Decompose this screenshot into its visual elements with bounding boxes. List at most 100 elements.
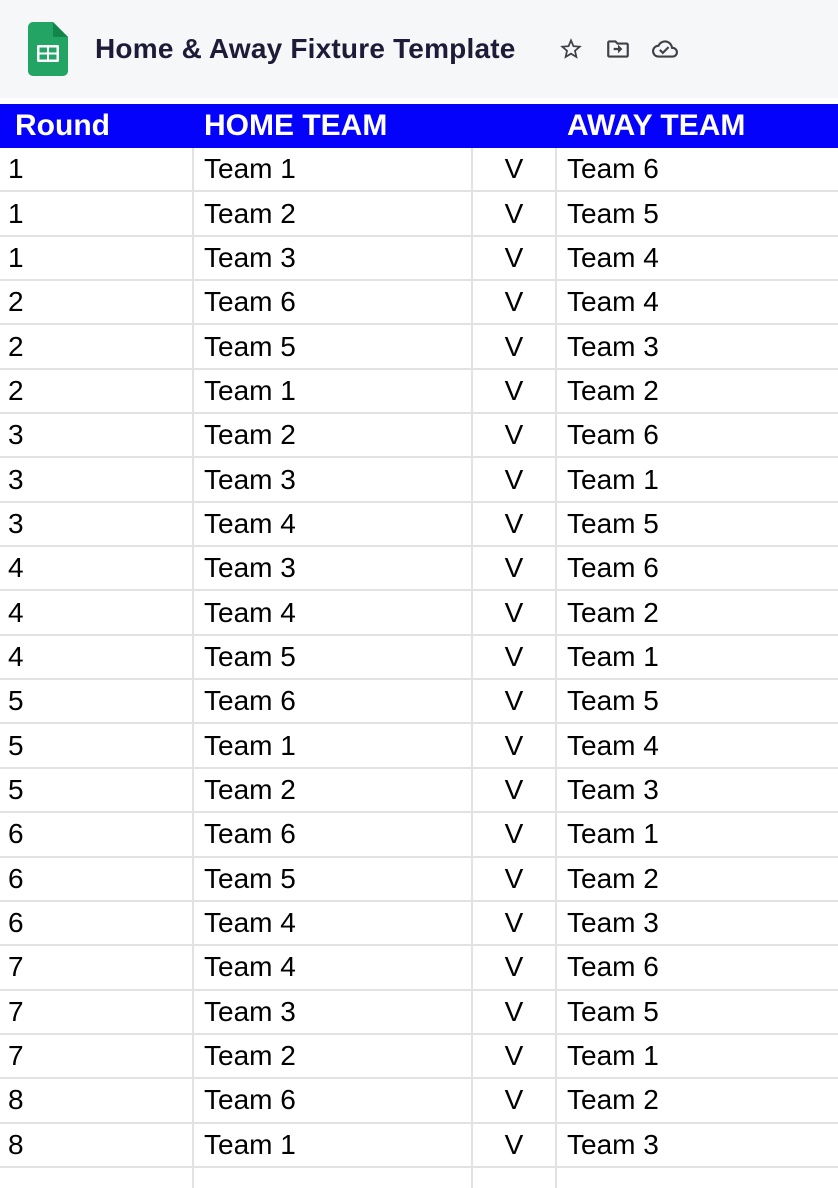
home-team-cell[interactable]: Team 2 bbox=[194, 414, 473, 457]
away-team-cell[interactable]: Team 6 bbox=[567, 951, 659, 983]
home-team-cell[interactable]: Team 5 bbox=[194, 325, 473, 368]
header-away-team[interactable]: AWAY TEAM bbox=[567, 109, 746, 142]
star-button[interactable] bbox=[558, 36, 584, 62]
versus-cell[interactable]: V bbox=[473, 1123, 557, 1166]
round-cell[interactable]: 1 bbox=[0, 236, 194, 280]
round-cell[interactable]: 2 bbox=[0, 281, 194, 324]
home-team-cell[interactable]: Team 1 bbox=[194, 369, 473, 413]
away-team-cell[interactable]: Team 1 bbox=[567, 463, 659, 495]
versus-cell[interactable]: V bbox=[473, 724, 557, 767]
round-cell[interactable]: 6 bbox=[0, 813, 194, 856]
home-team-cell[interactable]: Team 4 bbox=[194, 591, 473, 634]
round-cell[interactable] bbox=[0, 1167, 194, 1188]
versus-cell[interactable]: V bbox=[473, 1034, 557, 1078]
round-cell[interactable]: 4 bbox=[0, 547, 194, 590]
home-team-cell[interactable]: Team 4 bbox=[194, 502, 473, 546]
versus-cell[interactable]: V bbox=[473, 946, 557, 989]
home-team-cell[interactable]: Team 4 bbox=[194, 946, 473, 989]
away-team-cell[interactable]: Team 3 bbox=[567, 907, 659, 939]
round-cell[interactable]: 4 bbox=[0, 635, 194, 679]
versus-cell[interactable]: V bbox=[473, 901, 557, 945]
away-team-cell[interactable]: Team 4 bbox=[567, 286, 659, 318]
home-team-cell[interactable]: Team 3 bbox=[194, 547, 473, 590]
away-team-cell[interactable]: Team 1 bbox=[567, 640, 659, 672]
away-team-cell[interactable]: Team 6 bbox=[567, 153, 659, 185]
round-cell[interactable]: 2 bbox=[0, 369, 194, 413]
versus-cell[interactable]: V bbox=[473, 547, 557, 590]
versus-cell[interactable]: V bbox=[473, 635, 557, 679]
versus-cell[interactable]: V bbox=[473, 236, 557, 280]
cloud-status-button[interactable] bbox=[651, 36, 678, 62]
home-team-cell[interactable]: Team 6 bbox=[194, 281, 473, 324]
versus-cell[interactable]: V bbox=[473, 680, 557, 723]
round-cell[interactable]: 5 bbox=[0, 680, 194, 723]
versus-cell[interactable]: V bbox=[473, 1079, 557, 1122]
away-team-cell[interactable]: Team 6 bbox=[567, 419, 659, 451]
away-team-cell[interactable]: Team 5 bbox=[567, 685, 659, 717]
home-team-cell[interactable] bbox=[194, 1167, 473, 1188]
round-cell[interactable]: 7 bbox=[0, 1034, 194, 1078]
versus-cell[interactable]: V bbox=[473, 369, 557, 413]
round-cell[interactable]: 5 bbox=[0, 768, 194, 812]
document-title[interactable]: Home & Away Fixture Template bbox=[95, 33, 516, 64]
round-cell[interactable]: 7 bbox=[0, 946, 194, 989]
home-team-cell[interactable]: Team 3 bbox=[194, 990, 473, 1033]
round-cell[interactable]: 6 bbox=[0, 857, 194, 900]
home-team-cell[interactable]: Team 5 bbox=[194, 857, 473, 900]
round-cell[interactable]: 2 bbox=[0, 325, 194, 368]
header-home-team[interactable]: HOME TEAM bbox=[204, 109, 388, 142]
versus-cell[interactable]: V bbox=[473, 591, 557, 634]
away-team-cell[interactable]: Team 2 bbox=[567, 1084, 659, 1116]
home-team-cell[interactable]: Team 6 bbox=[194, 813, 473, 856]
versus-cell[interactable]: V bbox=[473, 502, 557, 546]
round-cell[interactable]: 3 bbox=[0, 414, 194, 457]
round-cell[interactable]: 5 bbox=[0, 724, 194, 767]
round-cell[interactable]: 4 bbox=[0, 591, 194, 634]
move-folder-button[interactable] bbox=[605, 36, 631, 62]
versus-cell[interactable]: V bbox=[473, 414, 557, 457]
away-team-cell[interactable]: Team 3 bbox=[567, 330, 659, 362]
round-cell[interactable]: 1 bbox=[0, 148, 194, 191]
round-cell[interactable]: 3 bbox=[0, 458, 194, 501]
versus-cell[interactable]: V bbox=[473, 990, 557, 1033]
versus-cell[interactable]: V bbox=[473, 458, 557, 501]
away-team-cell[interactable]: Team 2 bbox=[567, 862, 659, 894]
versus-cell[interactable]: V bbox=[473, 192, 557, 235]
home-team-cell[interactable]: Team 2 bbox=[194, 768, 473, 812]
away-team-cell[interactable]: Team 4 bbox=[567, 729, 659, 761]
versus-cell[interactable]: V bbox=[473, 281, 557, 324]
away-team-cell[interactable]: Team 2 bbox=[567, 596, 659, 628]
header-round[interactable]: Round bbox=[15, 109, 110, 142]
versus-cell[interactable]: V bbox=[473, 857, 557, 900]
round-cell[interactable]: 1 bbox=[0, 192, 194, 235]
away-team-cell[interactable]: Team 5 bbox=[567, 507, 659, 539]
round-cell[interactable]: 6 bbox=[0, 901, 194, 945]
round-cell[interactable]: 3 bbox=[0, 502, 194, 546]
round-cell[interactable]: 8 bbox=[0, 1079, 194, 1122]
home-team-cell[interactable]: Team 1 bbox=[194, 148, 473, 191]
home-team-cell[interactable]: Team 6 bbox=[194, 680, 473, 723]
home-team-cell[interactable]: Team 6 bbox=[194, 1079, 473, 1122]
away-team-cell[interactable]: Team 4 bbox=[567, 241, 659, 273]
home-team-cell[interactable]: Team 4 bbox=[194, 901, 473, 945]
home-team-cell[interactable]: Team 2 bbox=[194, 192, 473, 235]
home-team-cell[interactable]: Team 3 bbox=[194, 458, 473, 501]
away-team-cell[interactable]: Team 3 bbox=[567, 1128, 659, 1160]
away-team-cell[interactable]: Team 3 bbox=[567, 773, 659, 805]
away-team-cell[interactable]: Team 1 bbox=[567, 818, 659, 850]
away-team-cell[interactable]: Team 5 bbox=[567, 197, 659, 229]
round-cell[interactable]: 7 bbox=[0, 990, 194, 1033]
versus-cell[interactable]: V bbox=[473, 813, 557, 856]
away-team-cell[interactable]: Team 5 bbox=[567, 995, 659, 1027]
round-cell[interactable]: 8 bbox=[0, 1123, 194, 1166]
versus-cell[interactable] bbox=[473, 1167, 557, 1188]
home-team-cell[interactable]: Team 3 bbox=[194, 236, 473, 280]
versus-cell[interactable]: V bbox=[473, 768, 557, 812]
home-team-cell[interactable]: Team 1 bbox=[194, 1123, 473, 1166]
away-team-cell[interactable] bbox=[557, 1168, 838, 1188]
versus-cell[interactable]: V bbox=[473, 148, 557, 191]
versus-cell[interactable]: V bbox=[473, 325, 557, 368]
home-team-cell[interactable]: Team 5 bbox=[194, 635, 473, 679]
away-team-cell[interactable]: Team 1 bbox=[567, 1040, 659, 1072]
away-team-cell[interactable]: Team 6 bbox=[567, 552, 659, 584]
